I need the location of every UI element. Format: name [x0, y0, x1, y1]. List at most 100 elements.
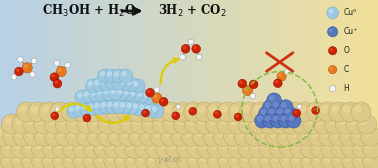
- Circle shape: [16, 129, 24, 137]
- Circle shape: [251, 141, 260, 149]
- Circle shape: [329, 102, 349, 122]
- Circle shape: [198, 117, 206, 125]
- Circle shape: [67, 104, 81, 118]
- Circle shape: [51, 112, 59, 120]
- Circle shape: [11, 138, 31, 158]
- Circle shape: [86, 101, 100, 115]
- Circle shape: [0, 138, 10, 158]
- Circle shape: [324, 114, 344, 134]
- Circle shape: [15, 117, 23, 125]
- Circle shape: [130, 114, 150, 134]
- Circle shape: [150, 102, 170, 122]
- Circle shape: [293, 153, 301, 161]
- Circle shape: [69, 106, 74, 112]
- Circle shape: [231, 153, 239, 161]
- Circle shape: [334, 153, 342, 161]
- Circle shape: [98, 114, 118, 134]
- Circle shape: [241, 153, 249, 161]
- Circle shape: [124, 78, 138, 92]
- Circle shape: [298, 105, 306, 113]
- Circle shape: [240, 102, 260, 122]
- Circle shape: [31, 105, 39, 113]
- Circle shape: [122, 87, 136, 101]
- Circle shape: [297, 126, 317, 146]
- Circle shape: [359, 117, 368, 125]
- Circle shape: [104, 89, 109, 94]
- Circle shape: [117, 141, 125, 149]
- Circle shape: [147, 90, 150, 93]
- Circle shape: [206, 114, 226, 134]
- Circle shape: [200, 141, 208, 149]
- Circle shape: [0, 141, 1, 149]
- Circle shape: [329, 28, 333, 32]
- Circle shape: [83, 114, 91, 122]
- Circle shape: [195, 129, 203, 137]
- Circle shape: [280, 138, 300, 158]
- Circle shape: [56, 108, 58, 110]
- Circle shape: [24, 153, 32, 161]
- Circle shape: [280, 102, 287, 108]
- Circle shape: [210, 153, 218, 161]
- Circle shape: [112, 76, 125, 90]
- Circle shape: [121, 71, 127, 77]
- Circle shape: [92, 100, 106, 115]
- Circle shape: [80, 117, 88, 125]
- Circle shape: [28, 102, 48, 122]
- Circle shape: [169, 141, 177, 149]
- Circle shape: [120, 79, 126, 84]
- Circle shape: [135, 89, 149, 103]
- Circle shape: [158, 141, 166, 149]
- Circle shape: [242, 105, 251, 113]
- Circle shape: [77, 114, 97, 134]
- Circle shape: [58, 117, 66, 125]
- Circle shape: [272, 141, 280, 149]
- Circle shape: [285, 69, 290, 75]
- Circle shape: [330, 86, 333, 89]
- Circle shape: [331, 138, 351, 158]
- Circle shape: [109, 114, 129, 134]
- Circle shape: [280, 150, 300, 168]
- Circle shape: [106, 102, 126, 122]
- Circle shape: [21, 138, 41, 158]
- Circle shape: [94, 102, 115, 122]
- Circle shape: [273, 102, 293, 122]
- Circle shape: [312, 107, 319, 114]
- Circle shape: [148, 153, 156, 161]
- Circle shape: [231, 105, 239, 113]
- Circle shape: [166, 117, 174, 125]
- Circle shape: [150, 126, 170, 146]
- Circle shape: [114, 102, 119, 107]
- Circle shape: [16, 69, 19, 72]
- Circle shape: [79, 102, 93, 116]
- Circle shape: [120, 102, 125, 108]
- Circle shape: [164, 105, 172, 113]
- Circle shape: [138, 141, 146, 149]
- Circle shape: [181, 126, 201, 146]
- Circle shape: [354, 105, 362, 113]
- Circle shape: [48, 129, 56, 137]
- Circle shape: [135, 138, 155, 158]
- Circle shape: [271, 100, 285, 114]
- Circle shape: [150, 104, 164, 118]
- Circle shape: [266, 107, 281, 121]
- Circle shape: [118, 126, 138, 146]
- Circle shape: [21, 150, 41, 168]
- Circle shape: [141, 90, 156, 104]
- Circle shape: [314, 141, 322, 149]
- Circle shape: [65, 153, 73, 161]
- Circle shape: [234, 126, 254, 146]
- Circle shape: [193, 46, 197, 49]
- Circle shape: [117, 89, 122, 94]
- Circle shape: [177, 117, 184, 125]
- Circle shape: [287, 126, 307, 146]
- Circle shape: [34, 126, 54, 146]
- Circle shape: [58, 68, 62, 72]
- Circle shape: [260, 114, 280, 134]
- Circle shape: [79, 129, 87, 137]
- Circle shape: [311, 138, 331, 158]
- Circle shape: [31, 58, 37, 64]
- Circle shape: [317, 117, 325, 125]
- Circle shape: [101, 117, 109, 125]
- Circle shape: [328, 9, 333, 13]
- Circle shape: [328, 66, 337, 74]
